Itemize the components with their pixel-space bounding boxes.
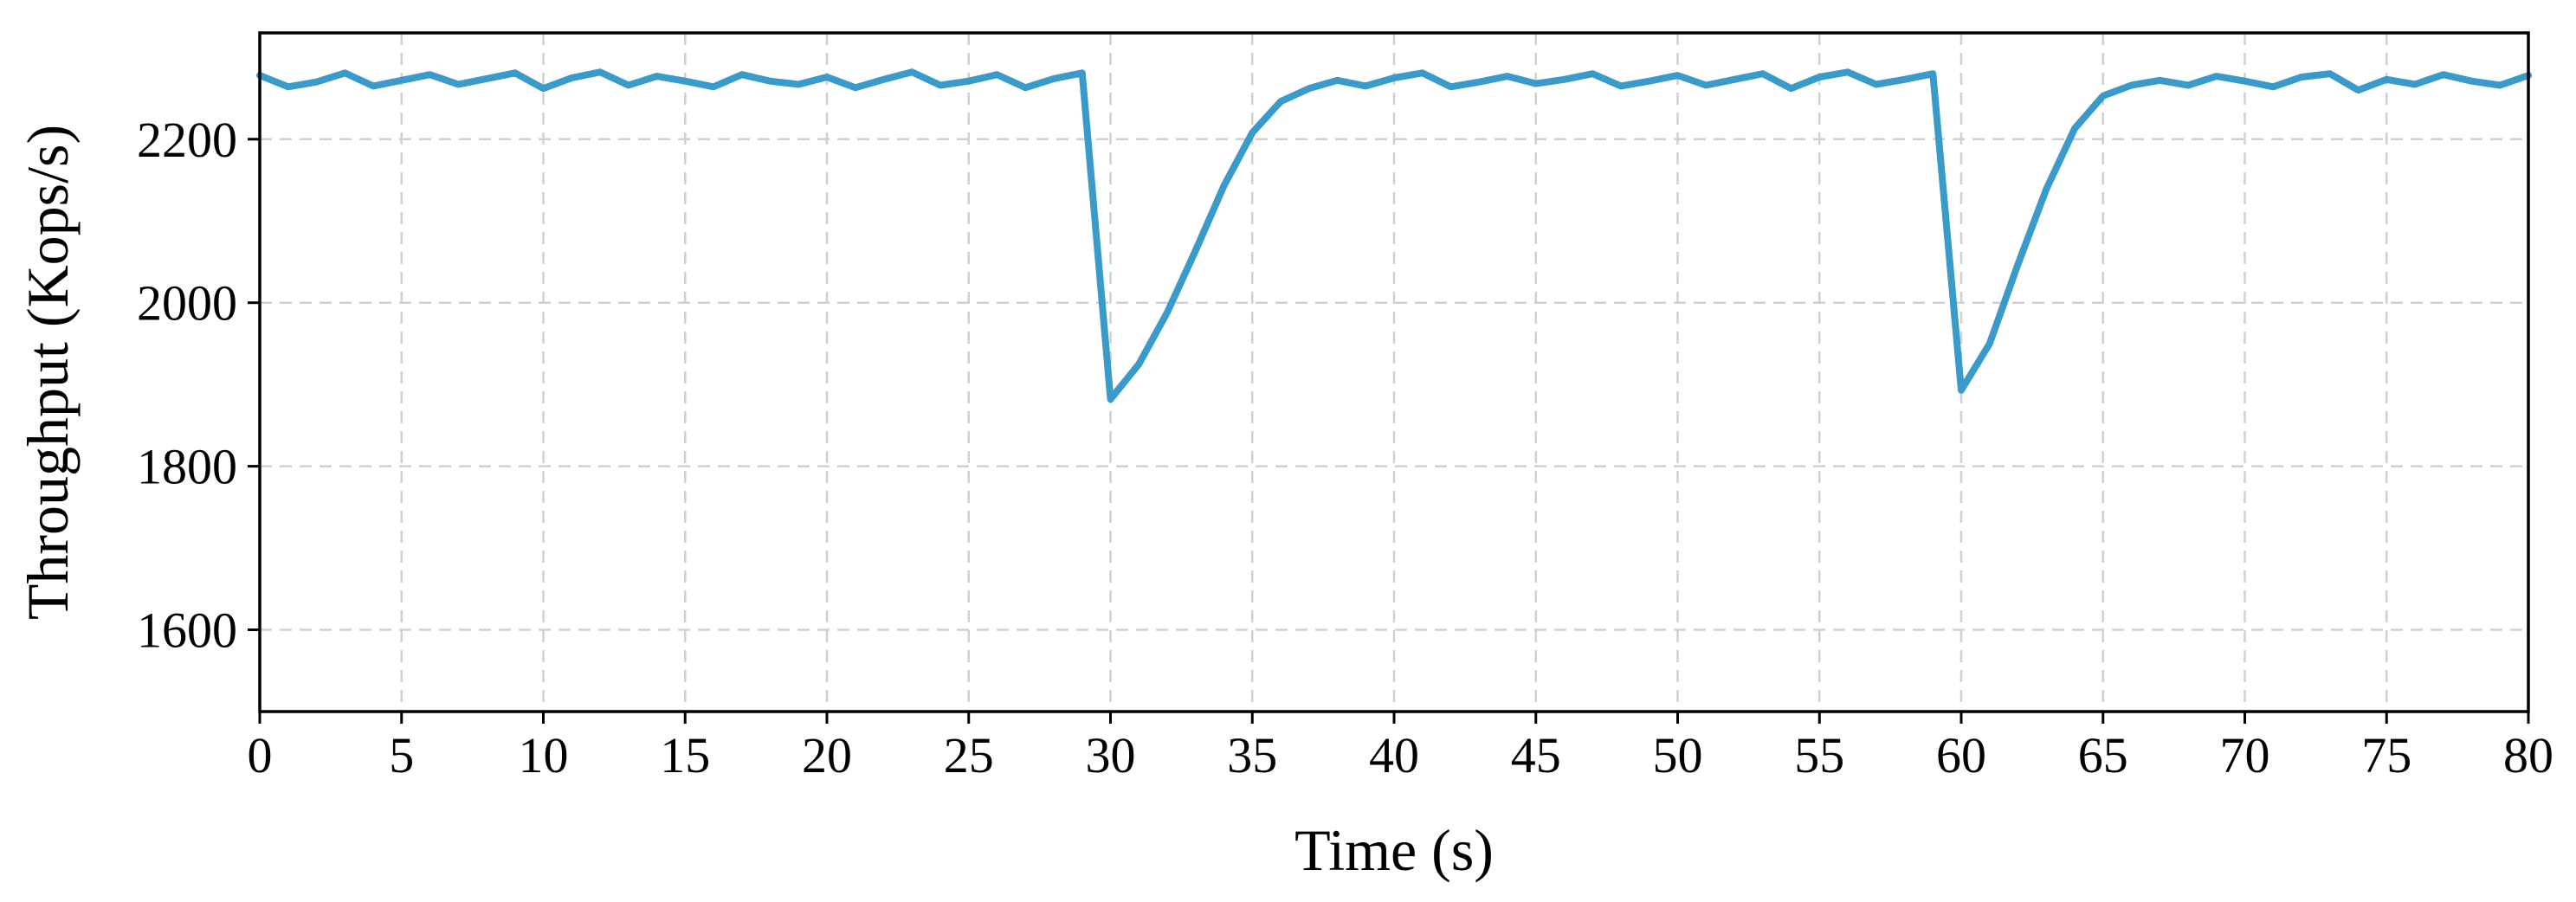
tick-labels: 0 5 10 15 20 25 30 35 40 45 50 55 60 65 70 75 80 1600 1800… <box>137 112 2553 783</box>
grid-lines <box>258 33 2530 712</box>
x-tick-label: 65 <box>2078 727 2128 783</box>
x-tick-label: 60 <box>1936 727 1986 783</box>
y-tick-label: 2200 <box>137 112 237 168</box>
x-tick-label: 25 <box>944 727 994 783</box>
y-tick-label: 1600 <box>137 602 237 659</box>
x-tick-label: 40 <box>1369 727 1419 783</box>
axis-ticks <box>248 138 2530 724</box>
y-axis-label: Throughput (Kops/s) <box>15 125 81 620</box>
series-layer <box>256 68 2532 403</box>
x-tick-label: 75 <box>2361 727 2411 783</box>
x-tick-label: 0 <box>248 727 273 783</box>
x-axis-label: Time (s) <box>1294 817 1494 883</box>
x-tick-label: 30 <box>1086 727 1136 783</box>
throughput-series-line <box>256 68 2532 403</box>
y-tick-label: 1800 <box>137 439 237 495</box>
y-tick-label: 2000 <box>137 275 237 332</box>
x-tick-label: 45 <box>1511 727 1561 783</box>
x-tick-label: 10 <box>519 727 569 783</box>
x-tick-label: 5 <box>389 727 414 783</box>
x-tick-label: 80 <box>2503 727 2553 783</box>
x-tick-label: 55 <box>1794 727 1844 783</box>
x-tick-label: 15 <box>660 727 710 783</box>
x-tick-label: 35 <box>1227 727 1277 783</box>
x-tick-label: 50 <box>1653 727 1703 783</box>
x-tick-label: 70 <box>2220 727 2270 783</box>
x-tick-label: 20 <box>802 727 852 783</box>
